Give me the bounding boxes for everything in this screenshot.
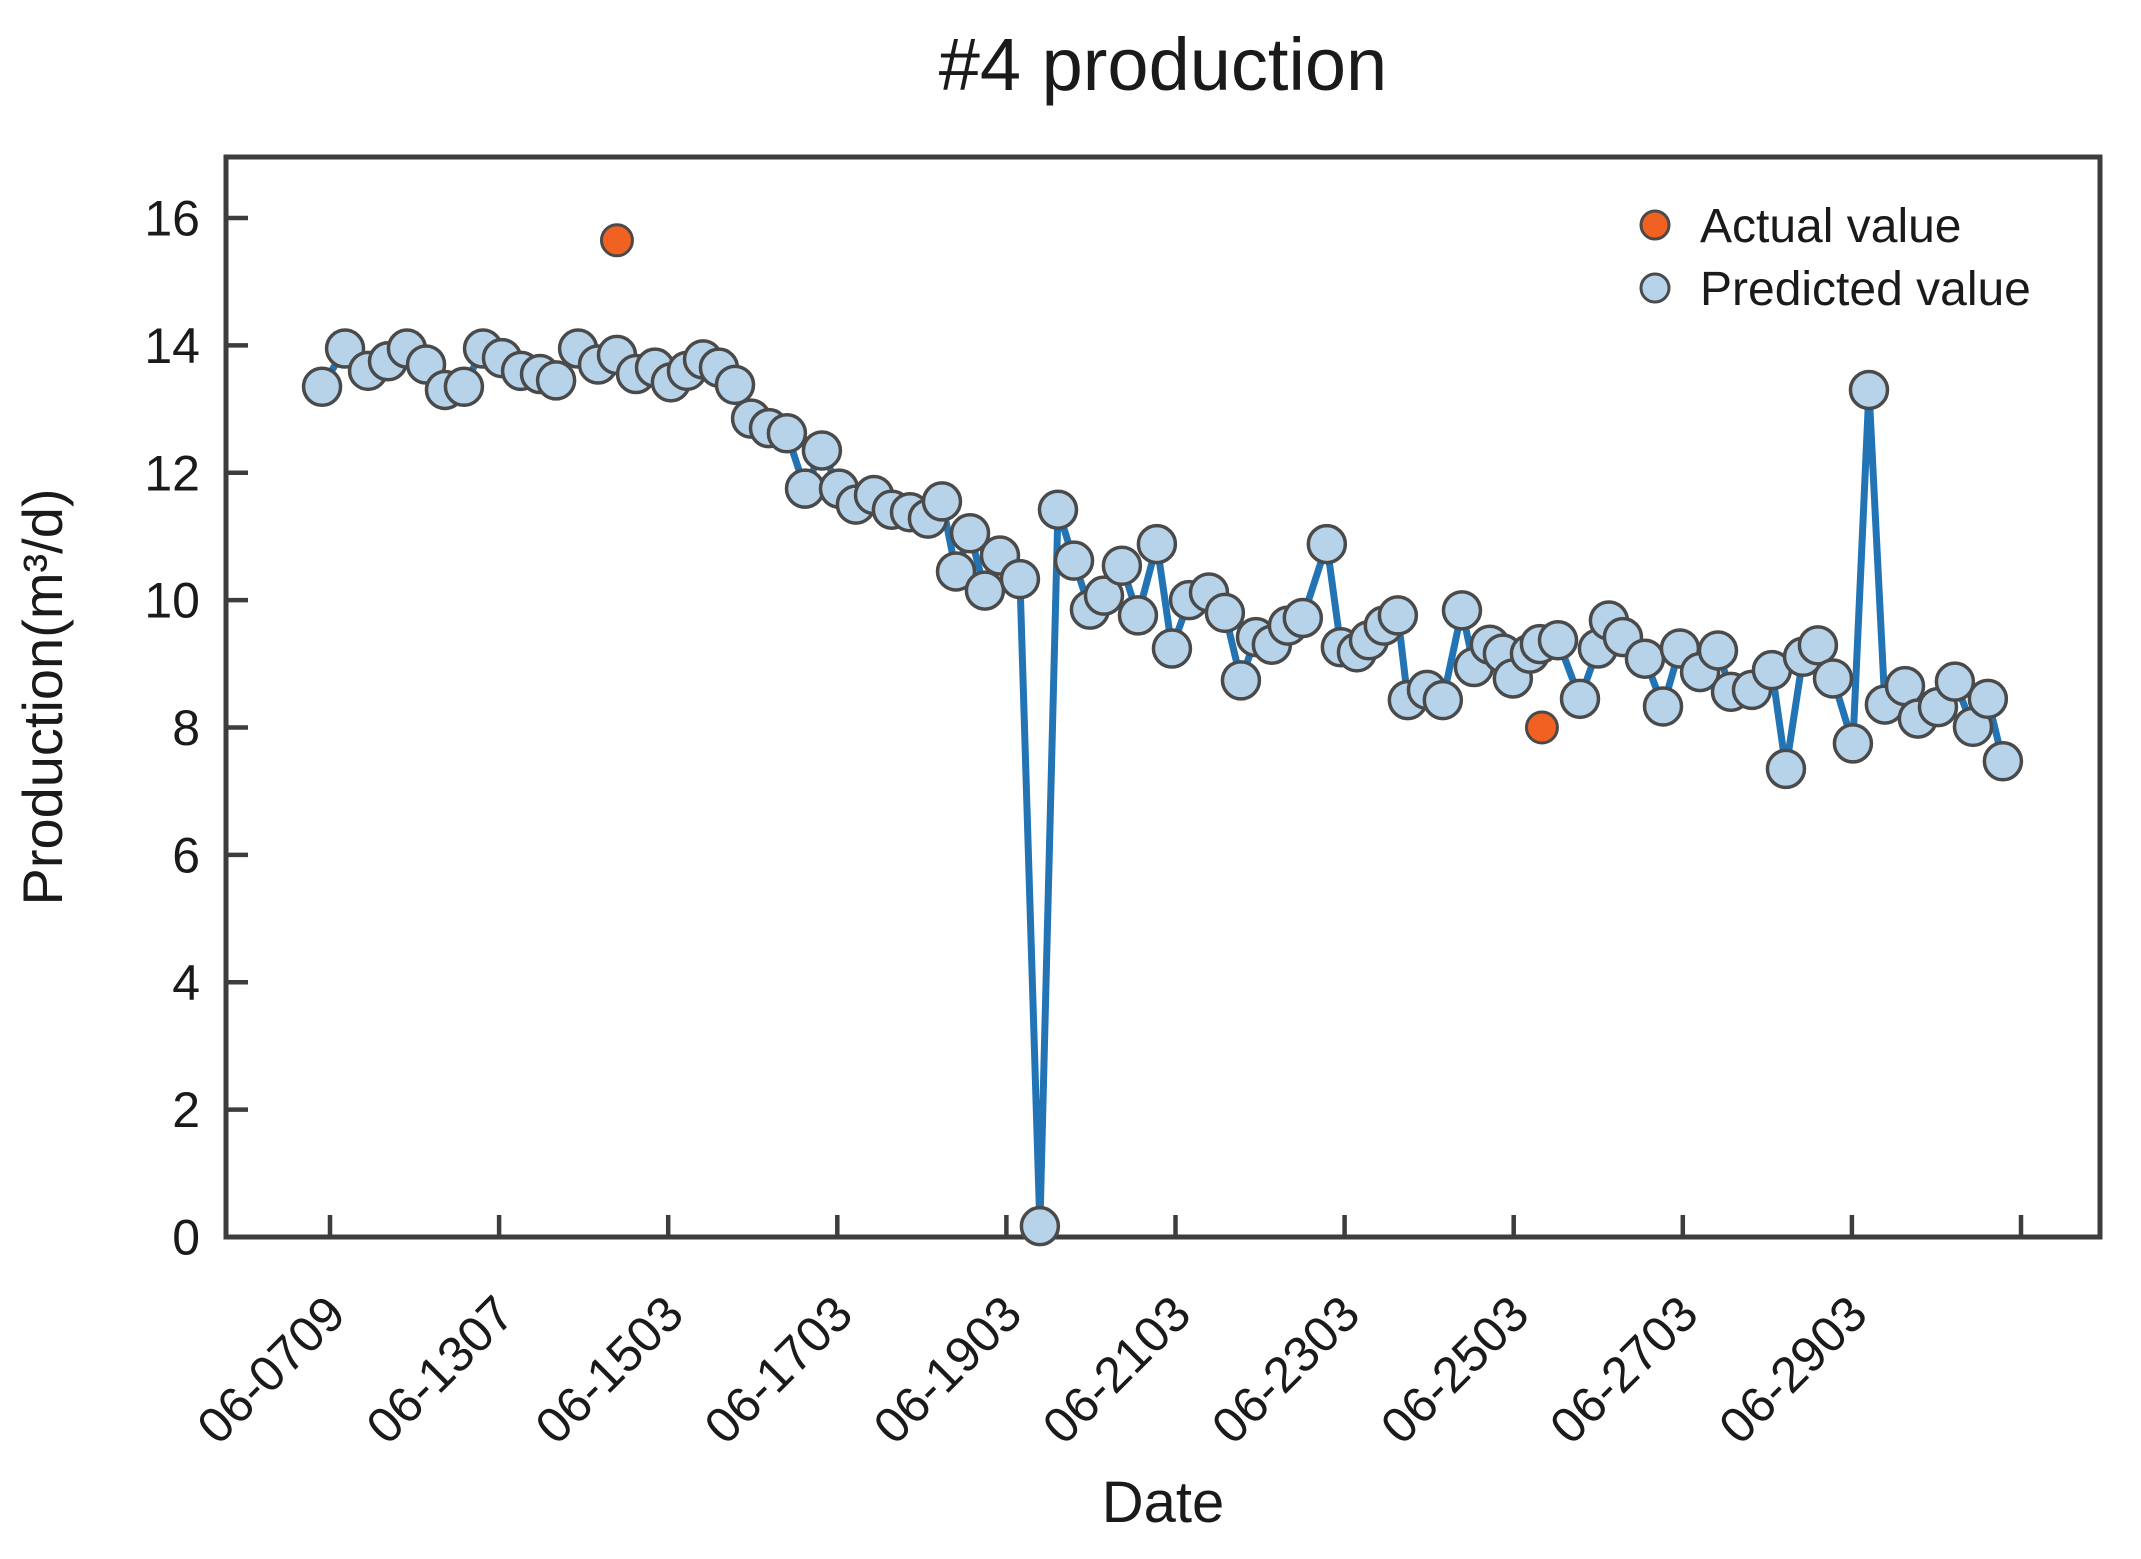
predicted-point — [1967, 678, 2009, 720]
chart-title: #4 production — [939, 23, 1387, 106]
predicted-point — [714, 364, 756, 406]
predicted-point — [801, 430, 843, 471]
predicted-point — [1642, 686, 1684, 727]
legend-actual-marker-icon — [1639, 209, 1671, 241]
x-tick-label: 06-2503 — [1370, 1285, 1539, 1454]
y-tick-label: 16 — [144, 191, 200, 247]
predicted-point — [1812, 658, 1854, 699]
predicted-line — [318, 345, 2007, 1230]
x-tick-label: 06-1307 — [356, 1285, 525, 1454]
plot-frame — [223, 154, 2103, 1240]
predicted-point — [1136, 523, 1178, 565]
legend-predicted-marker-icon — [1639, 272, 1671, 304]
y-tick-label: 12 — [144, 445, 200, 501]
predicted-point — [766, 413, 808, 454]
predicted-point — [1697, 630, 1739, 671]
predicted-point — [1306, 523, 1348, 565]
y-axis-label: Production(m³/d) — [11, 488, 74, 905]
predicted-point — [301, 366, 343, 408]
y-tick-label: 0 — [172, 1210, 200, 1266]
predicted-point — [935, 551, 977, 592]
predicted-point — [1037, 489, 1079, 530]
x-tick-label: 06-1703 — [694, 1285, 863, 1454]
x-tick-label: 06-2103 — [1032, 1285, 1201, 1454]
actual-point — [1524, 710, 1559, 745]
predicted-point — [1117, 595, 1159, 636]
predicted-point — [1019, 1205, 1061, 1247]
x-tick-label: 06-0709 — [186, 1285, 355, 1454]
predicted-point — [1982, 741, 2024, 782]
predicted-point — [999, 558, 1041, 600]
y-tick-label: 6 — [172, 827, 200, 883]
predicted-point — [1848, 369, 1890, 411]
predicted-point — [964, 570, 1006, 611]
predicted-point — [1282, 597, 1324, 639]
predicted-point — [1377, 595, 1419, 636]
x-tick-label: 06-1503 — [525, 1285, 694, 1454]
y-tick-label: 4 — [172, 955, 200, 1011]
x-axis-label: Date — [1102, 1470, 1225, 1535]
actual-point — [599, 223, 634, 258]
predicted-point — [535, 360, 577, 401]
y-tick-label: 8 — [172, 700, 200, 756]
predicted-point — [949, 513, 991, 554]
predicted-point — [1101, 545, 1143, 586]
legend-actual-label: Actual value — [1700, 200, 1962, 253]
predicted-point — [1220, 660, 1262, 701]
predicted-point — [1559, 678, 1601, 720]
predicted-point — [1797, 625, 1839, 666]
x-tick-label: 06-2703 — [1539, 1285, 1708, 1454]
predicted-point — [1053, 540, 1095, 581]
predicted-point — [1765, 748, 1807, 790]
plot-area: 0 2 4 6 8 10 12 14 16 06-0709 06-1307 06-1503 06-170… — [144, 154, 2103, 1455]
legend: Actual value Predicted value — [1639, 200, 2031, 316]
predicted-point — [1624, 638, 1666, 679]
predicted-point — [921, 481, 963, 522]
predicted-point — [1537, 619, 1579, 661]
x-tick-label: 06-2303 — [1201, 1285, 1370, 1454]
predicted-point — [1151, 628, 1193, 669]
predicted-point — [1832, 723, 1874, 764]
x-tick-label: 06-1903 — [863, 1285, 1032, 1454]
y-tick-label: 2 — [172, 1082, 200, 1138]
predicted-point — [1934, 661, 1976, 702]
predicted-point — [1083, 575, 1125, 616]
predicted-point — [443, 366, 485, 408]
predicted-point — [784, 468, 826, 509]
predicted-point — [1422, 679, 1464, 721]
predicted-point — [1441, 590, 1483, 631]
predicted-point — [1204, 592, 1246, 634]
y-tick-label: 14 — [144, 318, 200, 374]
legend-predicted-label: Predicted value — [1700, 263, 2031, 316]
y-tick-label: 10 — [144, 573, 200, 629]
x-tick-label: 06-2903 — [1708, 1285, 1877, 1454]
